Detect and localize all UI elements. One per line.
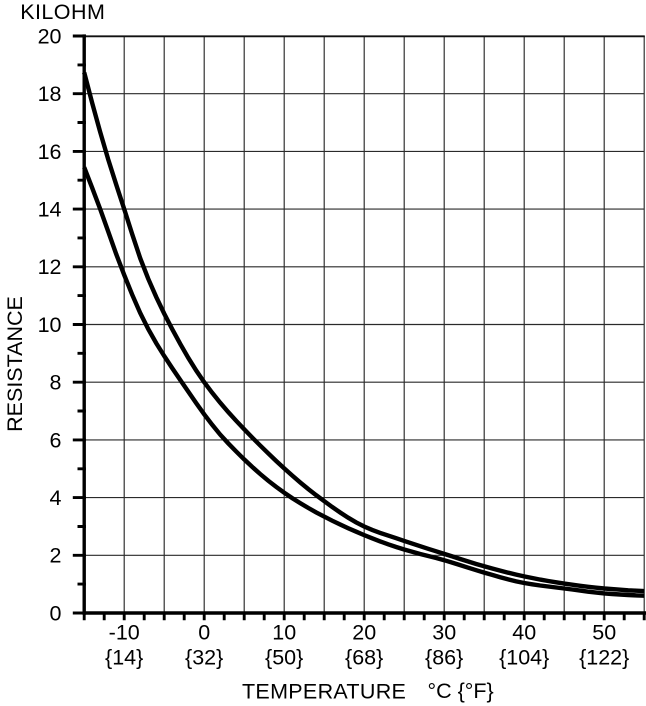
svg-text:{68}: {68} [345, 645, 383, 669]
svg-text:20: 20 [352, 621, 376, 645]
svg-text:14: 14 [38, 198, 62, 222]
svg-text:°C {°F}: °C {°F} [428, 679, 494, 703]
svg-text:30: 30 [432, 621, 456, 645]
svg-text:10: 10 [38, 313, 62, 337]
svg-text:20: 20 [38, 24, 62, 48]
svg-text:50: 50 [592, 621, 616, 645]
svg-text:0: 0 [198, 621, 210, 645]
svg-text:12: 12 [38, 255, 62, 279]
svg-text:6: 6 [50, 428, 62, 452]
svg-text:{32}: {32} [185, 645, 223, 669]
svg-text:TEMPERATURE: TEMPERATURE [242, 680, 406, 704]
svg-text:4: 4 [50, 486, 62, 510]
svg-text:0: 0 [50, 601, 62, 625]
svg-text:16: 16 [38, 140, 62, 164]
svg-text:18: 18 [38, 82, 62, 106]
svg-text:{14}: {14} [105, 645, 143, 669]
svg-text:2: 2 [50, 544, 62, 568]
svg-text:{50}: {50} [265, 645, 303, 669]
svg-text:8: 8 [50, 371, 62, 395]
svg-text:40: 40 [512, 621, 536, 645]
svg-text:{104}: {104} [499, 645, 549, 669]
svg-text:-10: -10 [109, 621, 140, 645]
svg-text:KILOHM: KILOHM [20, 0, 105, 24]
svg-text:RESISTANCE: RESISTANCE [3, 296, 27, 432]
svg-text:{86}: {86} [425, 645, 463, 669]
svg-text:{122}: {122} [579, 645, 629, 669]
svg-text:10: 10 [272, 621, 296, 645]
